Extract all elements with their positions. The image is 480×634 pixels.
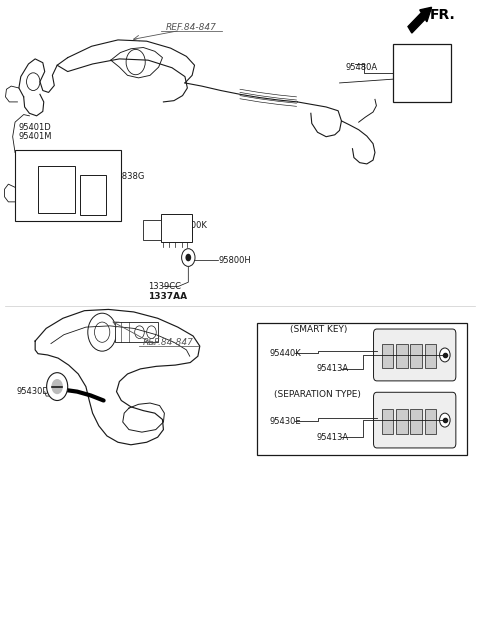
Bar [38,166,75,213]
Text: 95401D: 95401D [19,123,52,132]
Text: 1337AA: 1337AA [148,292,187,301]
Circle shape [88,313,117,351]
Bar [15,150,121,221]
Circle shape [440,413,450,427]
Circle shape [185,254,191,261]
Bar [382,409,393,434]
Bar [144,219,160,240]
Text: FR.: FR. [430,8,455,22]
Bar [382,344,393,368]
Bar [425,344,436,368]
Text: 1339CC: 1339CC [148,282,181,291]
Circle shape [135,326,144,339]
Text: 95413A: 95413A [317,365,348,373]
Circle shape [26,73,40,91]
Bar [410,409,422,434]
Circle shape [51,379,63,394]
FancyArrow shape [408,7,432,33]
Bar [80,175,106,214]
Circle shape [95,322,110,342]
Text: (SMART KEY): (SMART KEY) [290,325,348,334]
Circle shape [181,249,195,266]
Circle shape [440,348,450,362]
Bar [396,409,408,434]
Bar [393,44,451,102]
Text: REF.84-847: REF.84-847 [166,23,216,32]
Text: 95401M: 95401M [19,132,52,141]
Text: (SEPARATION TYPE): (SEPARATION TYPE) [274,390,360,399]
Bar [115,322,157,342]
FancyBboxPatch shape [373,392,456,448]
Bar [257,323,468,455]
Text: 95800H: 95800H [218,256,251,264]
Bar [396,344,408,368]
Text: 95413A: 95413A [317,432,348,442]
Text: 87838G: 87838G [112,172,145,181]
Text: 95480A: 95480A [345,63,377,72]
Circle shape [126,49,145,75]
Text: 87837G: 87837G [28,206,62,215]
Text: REF.84-847: REF.84-847 [143,338,193,347]
Text: 95440K: 95440K [270,349,301,358]
Circle shape [47,373,68,401]
Text: 95430D: 95430D [17,387,50,396]
Circle shape [147,326,156,339]
Text: 95800K: 95800K [175,221,207,230]
Text: 95422: 95422 [58,155,84,165]
Bar [410,344,422,368]
Bar [161,214,192,242]
Bar [425,409,436,434]
FancyBboxPatch shape [373,329,456,381]
Text: 95430E: 95430E [270,417,301,426]
